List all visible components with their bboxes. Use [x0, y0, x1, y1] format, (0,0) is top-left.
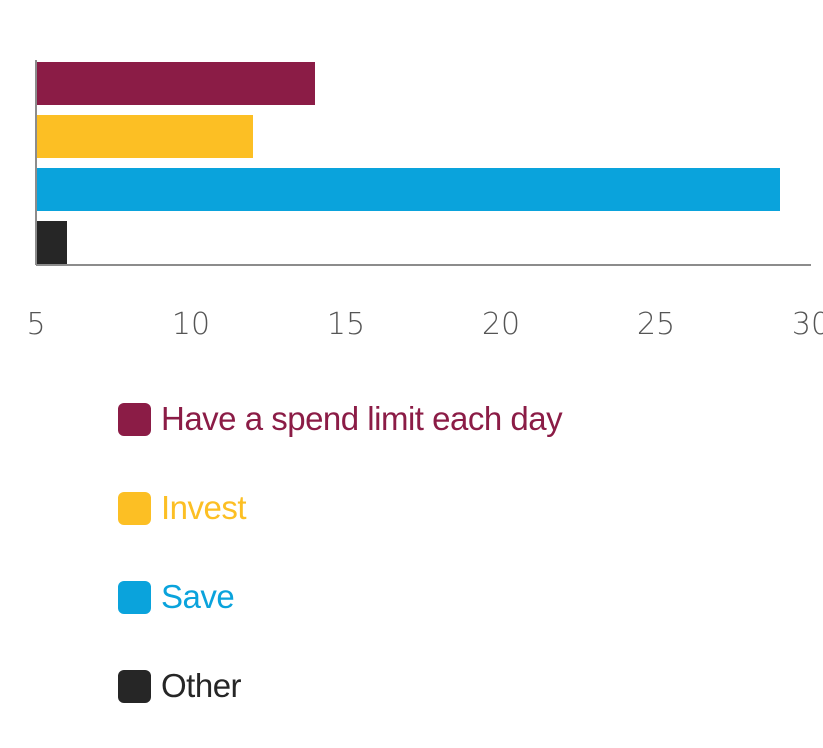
legend-item-spend-limit: Have a spend limit each day — [118, 392, 563, 446]
bar-spend-limit — [36, 62, 315, 105]
x-tick-label: 25 — [637, 307, 675, 342]
legend-label-save: Save — [161, 578, 235, 615]
chart-root: 5 10 15 20 25 30 Have a spend limit each day … — [26, 60, 823, 704]
bar-save — [36, 168, 780, 211]
legend: Have a spend limit each day Invest Save … — [118, 392, 563, 748]
x-tick-label: 5 — [26, 307, 45, 342]
legend-swatch-save — [118, 580, 151, 614]
legend-item-invest: Invest — [118, 481, 562, 535]
bars-layer — [36, 62, 780, 264]
x-tick-label: 10 — [172, 307, 210, 342]
legend-item-other: Other — [118, 659, 562, 713]
x-tick-label: 20 — [482, 307, 520, 342]
legend-label-invest: Invest — [161, 489, 247, 526]
bar-chart: 5 10 15 20 25 30 — [26, 60, 823, 342]
legend-swatch-other — [118, 669, 151, 703]
x-tick-labels: 5 10 15 20 25 30 — [26, 307, 823, 342]
legend-swatch-invest — [118, 491, 151, 525]
x-tick-label: 15 — [327, 307, 365, 342]
legend-label-spend-limit: Have a spend limit each day — [161, 400, 563, 437]
bar-invest — [36, 115, 253, 158]
bar-other — [36, 221, 67, 264]
legend-item-save: Save — [118, 570, 562, 624]
x-tick-label: 30 — [792, 307, 823, 342]
legend-swatch-spend-limit — [118, 402, 151, 436]
legend-label-other: Other — [161, 667, 242, 704]
